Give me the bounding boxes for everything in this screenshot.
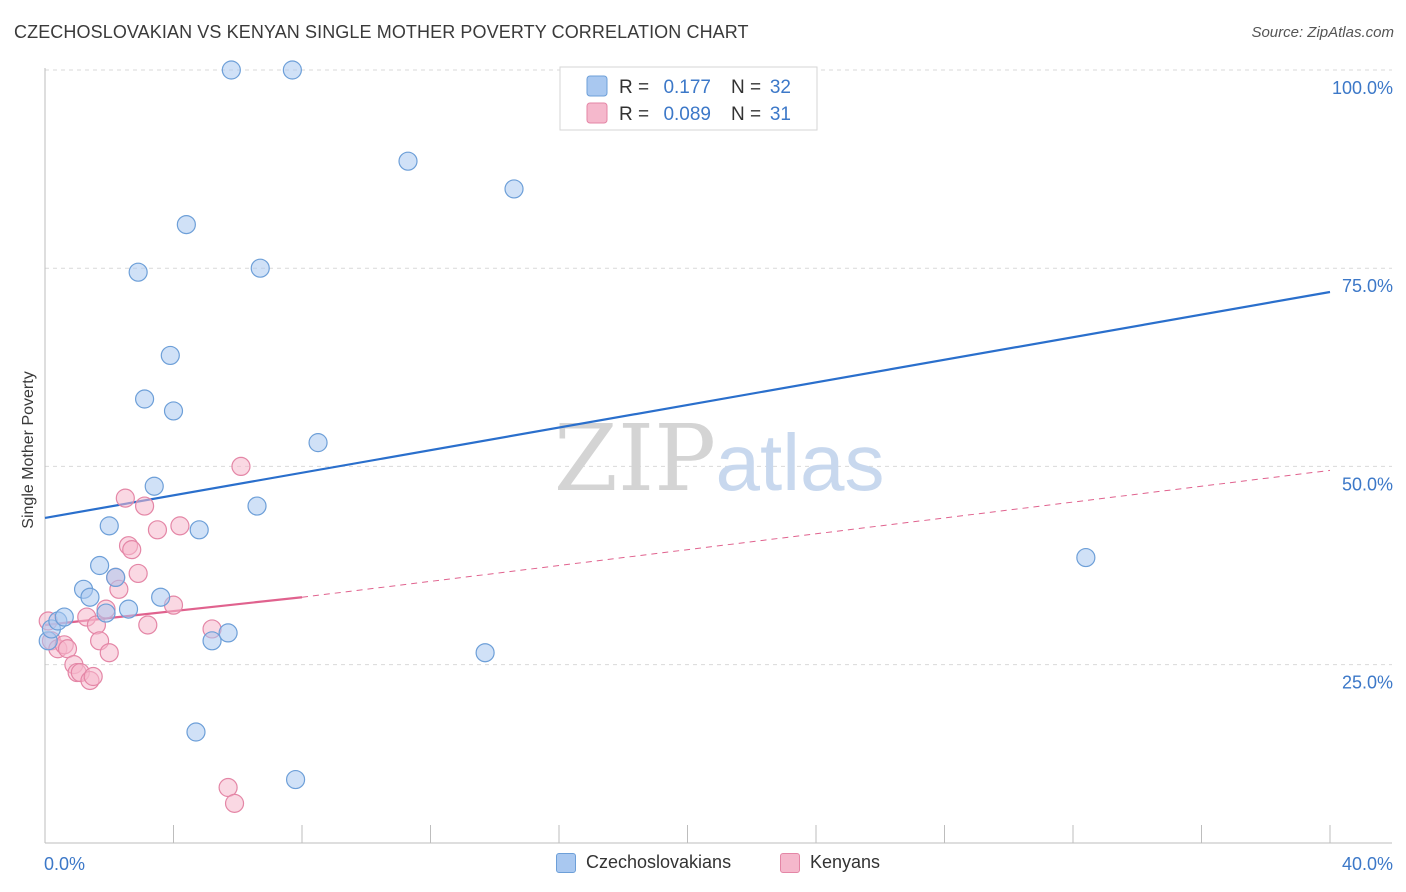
- point-czechoslovakians[interactable]: [1076, 547, 1096, 568]
- point-czechoslovakians[interactable]: [80, 587, 100, 607]
- point-czechoslovakians[interactable]: [96, 603, 116, 623]
- axes: [44, 68, 1392, 844]
- stats-r-value: 0.177: [663, 77, 711, 98]
- point-czechoslovakians[interactable]: [285, 769, 306, 790]
- legend-item-czechoslovakians[interactable]: Czechoslovakians: [556, 852, 731, 873]
- point-kenyans[interactable]: [83, 666, 103, 687]
- watermark-zip: ZIP: [554, 405, 716, 512]
- legend-label-kenyans: Kenyans: [810, 852, 881, 872]
- stats-legend: R = 0.177 N = 32 R = 0.089 N = 31: [559, 66, 818, 131]
- watermark-atlas: atlas: [716, 418, 885, 507]
- x-tick-label: 0.0%: [44, 854, 85, 874]
- point-czechoslovakians[interactable]: [250, 258, 270, 278]
- point-czechoslovakians[interactable]: [128, 262, 148, 282]
- point-czechoslovakians[interactable]: [308, 433, 328, 453]
- y-tick-label: 100.0%: [1332, 78, 1393, 98]
- point-czechoslovakians[interactable]: [160, 345, 180, 366]
- point-kenyans[interactable]: [115, 488, 135, 508]
- point-czechoslovakians[interactable]: [218, 623, 238, 643]
- point-czechoslovakians[interactable]: [151, 587, 171, 607]
- stats-n-value: 32: [770, 77, 791, 98]
- point-czechoslovakians[interactable]: [189, 520, 209, 540]
- point-czechoslovakians[interactable]: [221, 60, 241, 80]
- point-czechoslovakians[interactable]: [144, 476, 164, 496]
- point-kenyans[interactable]: [99, 643, 119, 663]
- legend-item-kenyans[interactable]: Kenyans: [780, 852, 880, 873]
- x-tick-label: 40.0%: [1342, 854, 1393, 874]
- point-kenyans[interactable]: [147, 520, 168, 540]
- source-label: Source: ZipAtlas.com: [1251, 24, 1394, 41]
- stats-n-label: N =: [731, 77, 761, 98]
- series-legend: Czechoslovakians Kenyans: [0, 852, 1406, 878]
- legend-swatch-czechoslovakians: [556, 852, 576, 873]
- grid-lines: [45, 69, 1392, 666]
- point-czechoslovakians[interactable]: [106, 567, 126, 588]
- point-czechoslovakians[interactable]: [54, 607, 74, 627]
- point-czechoslovakians[interactable]: [282, 60, 302, 80]
- stats-n-label: N =: [731, 104, 761, 125]
- point-czechoslovakians[interactable]: [118, 599, 139, 619]
- point-czechoslovakians[interactable]: [504, 179, 524, 199]
- chart-title: CZECHOSLOVAKIAN VS KENYAN SINGLE MOTHER …: [14, 22, 749, 42]
- tick-labels: 25.0% 50.0% 75.0% 100.0% 0.0% 40.0%: [44, 78, 1393, 874]
- point-czechoslovakians[interactable]: [247, 496, 267, 516]
- point-czechoslovakians[interactable]: [475, 643, 495, 663]
- point-kenyans[interactable]: [138, 615, 158, 635]
- point-kenyans[interactable]: [122, 540, 142, 560]
- point-czechoslovakians[interactable]: [398, 151, 418, 171]
- watermark: ZIP atlas: [554, 405, 885, 512]
- point-czechoslovakians[interactable]: [99, 516, 119, 536]
- stats-legend-swatch-blue: [586, 75, 608, 97]
- stats-r-label: R =: [619, 104, 649, 125]
- stats-n-value: 31: [770, 104, 791, 125]
- y-tick-label: 25.0%: [1342, 673, 1393, 693]
- point-czechoslovakians[interactable]: [202, 631, 222, 651]
- trend-line-kenyans-extrapolated: [301, 469, 1331, 598]
- legend-label-czechoslovakians: Czechoslovakians: [586, 852, 732, 872]
- stats-r-label: R =: [619, 77, 649, 98]
- point-kenyans[interactable]: [128, 563, 148, 584]
- point-kenyans[interactable]: [170, 516, 190, 536]
- point-kenyans[interactable]: [134, 496, 155, 516]
- point-kenyans[interactable]: [231, 456, 251, 477]
- trend-line-czechoslovakians: [44, 290, 1331, 520]
- point-kenyans[interactable]: [224, 793, 245, 813]
- point-czechoslovakians[interactable]: [90, 555, 110, 576]
- data-points: [38, 60, 1096, 813]
- stats-r-value: 0.089: [663, 104, 711, 125]
- point-czechoslovakians[interactable]: [186, 722, 206, 742]
- point-czechoslovakians[interactable]: [134, 389, 155, 409]
- point-czechoslovakians[interactable]: [176, 215, 196, 235]
- legend-swatch-kenyans: [780, 852, 800, 873]
- stats-legend-swatch-pink: [586, 102, 608, 124]
- point-czechoslovakians[interactable]: [163, 401, 184, 421]
- y-tick-label: 75.0%: [1342, 276, 1393, 296]
- y-tick-label: 50.0%: [1342, 474, 1393, 494]
